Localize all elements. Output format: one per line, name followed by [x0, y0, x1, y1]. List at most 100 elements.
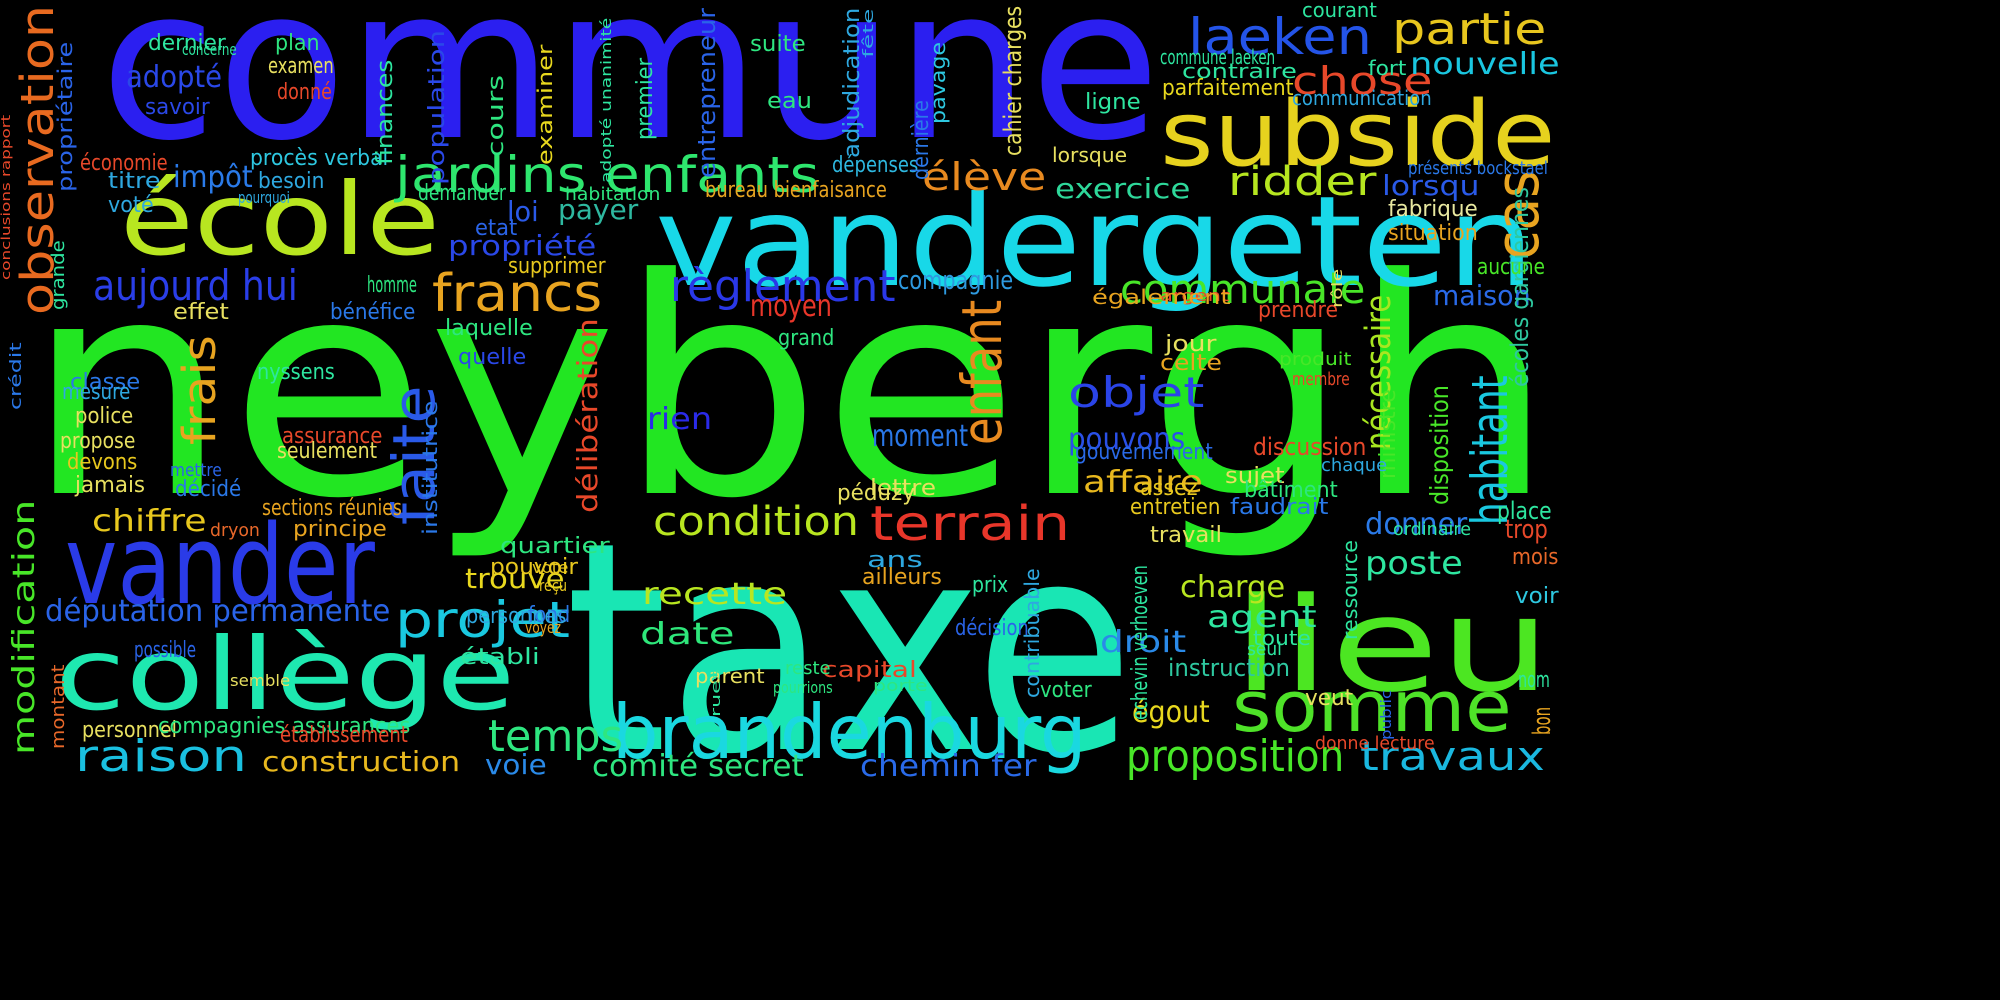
word-pouvoir: pouvoir	[490, 555, 579, 580]
word-ridder: ridder	[1228, 159, 1377, 205]
word-lorsque: lorsque	[1052, 143, 1128, 167]
word-nouvelle: nouvelle	[1410, 47, 1560, 82]
word-finances: finances	[373, 59, 398, 165]
word-compagnies-assurances: compagnies assurances	[158, 714, 411, 739]
word-vander: vander	[65, 501, 375, 629]
word-suite: suite	[750, 32, 806, 57]
word-moyen: moyen	[750, 289, 832, 324]
word-echevin-verhoeven: echevin verhoeven	[1128, 565, 1153, 720]
word-travaux: travaux	[1360, 734, 1545, 780]
word-frais: frais	[173, 335, 226, 445]
word-raison: raison	[75, 731, 248, 782]
word-partie: partie	[1392, 4, 1547, 55]
word-premier: premier	[633, 57, 658, 140]
word-proces-verbal: procès verbal	[250, 146, 389, 171]
word-entretien: entretien	[1130, 495, 1221, 520]
word-lettre: lettre	[870, 476, 936, 501]
word-objet: objet	[1068, 368, 1205, 417]
word-faudrait: faudrait	[1230, 495, 1329, 520]
word-besoin: besoin	[258, 169, 325, 194]
word-plan: plan	[275, 31, 320, 56]
word-assurance: assurance	[282, 424, 383, 449]
word-proprietaire: propriétaire	[53, 41, 77, 192]
word-donner: donner	[1365, 507, 1468, 542]
word-chose: chose	[1292, 59, 1433, 103]
word-pouvons: pouvons	[1068, 422, 1186, 457]
word-condition: condition	[653, 499, 859, 545]
word-capital: capital	[822, 658, 917, 683]
word-affaire: affaire	[1083, 465, 1203, 500]
word-trop: trop	[1505, 515, 1548, 545]
word-cours: cours	[484, 74, 509, 157]
word-deputation-permanente: députation permanente	[45, 594, 391, 629]
word-examiner: examiner	[533, 44, 557, 166]
word-grand: grand	[778, 326, 835, 351]
word-gouvernement: gouvernement	[1075, 440, 1213, 465]
word-seul: seul	[1247, 639, 1282, 660]
word-ecole: école	[120, 161, 440, 278]
word-egout: égout	[1132, 695, 1210, 730]
word-parent: parent	[695, 664, 765, 688]
word-voie: voie	[485, 748, 547, 781]
word-situation: situation	[1388, 221, 1478, 246]
word-date: date	[640, 617, 735, 652]
word-effet: effet	[173, 300, 229, 325]
word-dernier: dernier	[148, 31, 226, 56]
word-quartier: quartier	[500, 534, 610, 559]
word-comite-secret: comité secret	[592, 749, 804, 784]
word-discussion: discussion	[1253, 433, 1367, 461]
word-trouve: trouve	[465, 562, 565, 595]
word-supprimer: supprimer	[508, 254, 606, 279]
word-loi: loi	[507, 195, 539, 228]
word-donne: donné	[277, 80, 332, 105]
word-concerne: concerne	[182, 40, 237, 59]
word-adopte-unanimite: adopté unanimité	[599, 17, 615, 183]
word-entrepreneur: entrepreneur	[693, 8, 721, 178]
word-jardins-enfants: jardins enfants	[395, 146, 820, 204]
word-jamais: jamais	[75, 473, 146, 498]
word-reste: reste	[785, 658, 831, 679]
word-sections-reunies: sections réunies	[262, 496, 402, 521]
word-institutrice: institutrice	[418, 400, 442, 535]
word-moment: moment	[872, 419, 969, 454]
word-montant: montant	[48, 664, 69, 749]
word-etat: etat	[475, 216, 518, 241]
word-rien: rien	[647, 402, 713, 437]
word-commune-laeken: commune laeken	[1160, 45, 1276, 69]
word-courant: courant	[1302, 0, 1377, 22]
word-batiment: bâtiment	[1244, 478, 1338, 503]
word-compagnie: compagnie	[898, 266, 1014, 296]
word-personnes: personnes	[466, 604, 567, 629]
word-fete: fête	[861, 8, 877, 58]
word-communication: communication	[1292, 86, 1432, 110]
word-maison: maison	[1433, 279, 1531, 312]
word-poste: poste	[1365, 544, 1463, 582]
word-semble: semble	[230, 671, 291, 690]
word-mesure: mesure	[62, 380, 131, 405]
word-ans: ans	[867, 548, 923, 573]
word-exercice: exercice	[1055, 172, 1191, 205]
word-proposition: proposition	[1126, 731, 1345, 782]
word-mois: mois	[1512, 545, 1559, 570]
word-deliberation: délibération	[571, 318, 604, 513]
word-voter: voter	[1040, 678, 1092, 703]
word-prix: prix	[972, 573, 1009, 598]
word-adopte: adopté	[126, 60, 223, 95]
word-propose: propose	[60, 429, 136, 454]
word-sujet: sujet	[1225, 464, 1285, 489]
word-savoir: savoir	[145, 95, 210, 120]
word-voyez: voyez	[525, 618, 561, 637]
word-egalement: également	[1092, 285, 1231, 309]
word-temps: temps	[488, 711, 624, 762]
word-celte: celte	[1160, 351, 1222, 376]
word-ecoles-gardiennes: écoles gardiennes	[1506, 187, 1534, 387]
word-police: police	[75, 404, 134, 429]
word-ligne: ligne	[1085, 90, 1141, 115]
word-recu: reçu	[539, 576, 568, 595]
word-lorsqu: lorsqu	[1382, 169, 1480, 202]
word-nom: nom	[1518, 668, 1550, 693]
word-bon: bon	[1528, 706, 1556, 735]
word-prendre: prendre	[1258, 298, 1339, 323]
word-impot: impôt	[173, 160, 253, 195]
